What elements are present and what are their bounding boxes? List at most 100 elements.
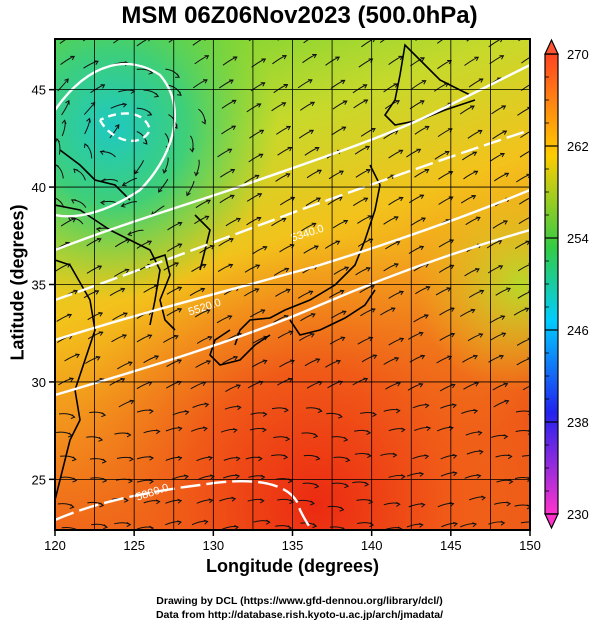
streamline-arrowhead: [309, 129, 315, 135]
streamline-arrowhead: [337, 413, 343, 419]
streamline-arrowhead: [372, 354, 378, 359]
streamline-arrowhead: [285, 173, 291, 178]
streamline-arrowhead: [501, 105, 507, 110]
streamline-arrowhead: [155, 499, 161, 505]
streamline-arrowhead: [499, 55, 505, 60]
streamline-arrowhead: [154, 92, 160, 98]
streamline: [121, 201, 137, 207]
streamline-arrowhead: [260, 474, 266, 480]
streamline-arrowhead: [259, 33, 263, 37]
streamline-arrowhead: [315, 358, 321, 363]
streamline-arrowhead: [471, 195, 477, 200]
streamline-arrowhead: [208, 498, 214, 504]
streamline-arrowhead: [338, 380, 344, 386]
streamline-arrowhead: [504, 399, 510, 405]
streamline-arrowhead: [397, 526, 403, 530]
streamline-arrowhead: [363, 197, 369, 202]
streamline-arrowhead: [127, 231, 133, 237]
x-axis-ticks: 120 125 130 135 140 145 150: [44, 530, 541, 553]
streamline-arrowhead: [310, 313, 316, 318]
streamline-arrowhead: [342, 527, 347, 530]
streamline-arrowhead: [258, 456, 263, 462]
streamline-arrowhead: [526, 504, 530, 510]
streamline-arrowhead: [392, 452, 398, 458]
streamline-arrowhead: [176, 91, 182, 96]
streamline-arrowhead: [336, 359, 341, 365]
streamline-arrowhead: [507, 454, 513, 460]
streamline-arrowhead: [478, 449, 484, 455]
streamline-arrowhead: [309, 333, 315, 338]
streamline-arrowhead: [393, 216, 399, 221]
streamline-arrowhead: [340, 336, 346, 342]
streamline-arrowhead: [72, 477, 78, 483]
streamline-arrowhead: [84, 143, 89, 149]
streamline-arrowhead: [314, 483, 320, 489]
streamline: [521, 454, 530, 457]
streamline-arrowhead: [123, 497, 129, 503]
streamline-arrowhead: [287, 377, 293, 383]
streamline-arrowhead: [368, 499, 374, 505]
streamline-arrowhead: [501, 332, 507, 337]
streamline-arrowhead: [452, 403, 457, 409]
streamline-arrowhead: [203, 519, 209, 525]
streamline-arrowhead: [287, 146, 293, 152]
streamline-arrowhead: [194, 171, 199, 177]
streamline-arrowhead: [207, 336, 213, 341]
streamline-arrowhead: [186, 191, 191, 197]
streamline-arrowhead: [281, 217, 287, 223]
streamline-arrowhead: [476, 473, 482, 479]
colorbar-tick-label: 254: [567, 231, 589, 246]
streamline: [518, 216, 530, 225]
streamline-arrowhead: [147, 111, 153, 116]
streamline-arrowhead: [122, 312, 128, 317]
streamline-arrowhead: [472, 522, 477, 528]
streamline: [436, 39, 445, 44]
streamline-arrowhead: [258, 153, 264, 158]
streamline-arrowhead: [365, 169, 371, 174]
streamline: [515, 410, 530, 413]
streamline: [379, 39, 387, 44]
streamline-arrowhead: [129, 399, 135, 405]
streamline-arrowhead: [500, 520, 506, 526]
streamline: [516, 338, 530, 346]
streamline-arrowhead: [260, 82, 266, 87]
streamline: [122, 177, 137, 186]
streamline-arrowhead: [142, 140, 148, 145]
streamline-arrowhead: [444, 150, 450, 156]
colorbar-tick-label: 262: [567, 139, 589, 154]
streamline-arrowhead: [394, 357, 400, 362]
streamline-arrowhead: [236, 384, 241, 389]
streamline-arrowhead: [370, 128, 376, 133]
streamline-arrowhead: [500, 152, 505, 158]
streamline-arrowhead: [204, 402, 210, 408]
streamline-arrowhead: [534, 456, 538, 460]
streamline-arrowhead: [478, 333, 484, 338]
streamline-arrowhead: [342, 100, 348, 105]
streamline-arrowhead: [101, 458, 107, 464]
streamline-arrowhead: [336, 31, 340, 35]
streamline-arrowhead: [149, 479, 154, 485]
streamline-arrowhead: [262, 246, 268, 251]
streamline-arrowhead: [372, 411, 377, 417]
streamline-arrowhead: [257, 193, 263, 198]
streamline-arrowhead: [99, 150, 105, 156]
streamline: [519, 150, 530, 158]
streamline-arrowhead: [177, 455, 183, 461]
streamline-arrowhead: [363, 377, 369, 383]
streamline-arrowhead: [472, 151, 478, 156]
streamline-arrowhead: [232, 56, 238, 61]
streamline-arrowhead: [362, 84, 368, 89]
streamline-arrowhead: [158, 188, 163, 193]
streamline-arrowhead: [281, 102, 287, 107]
streamline-arrowhead: [177, 286, 183, 291]
streamline-arrowhead: [424, 125, 430, 131]
streamline-arrowhead: [481, 495, 486, 501]
streamline-arrowhead: [174, 262, 180, 267]
streamline-arrowhead: [285, 436, 291, 442]
streamline-arrowhead: [64, 78, 69, 84]
streamline-arrowhead: [155, 429, 161, 435]
x-tick-label: 140: [361, 538, 383, 553]
streamline-arrowhead: [210, 474, 215, 480]
streamline-arrowhead: [179, 34, 183, 38]
